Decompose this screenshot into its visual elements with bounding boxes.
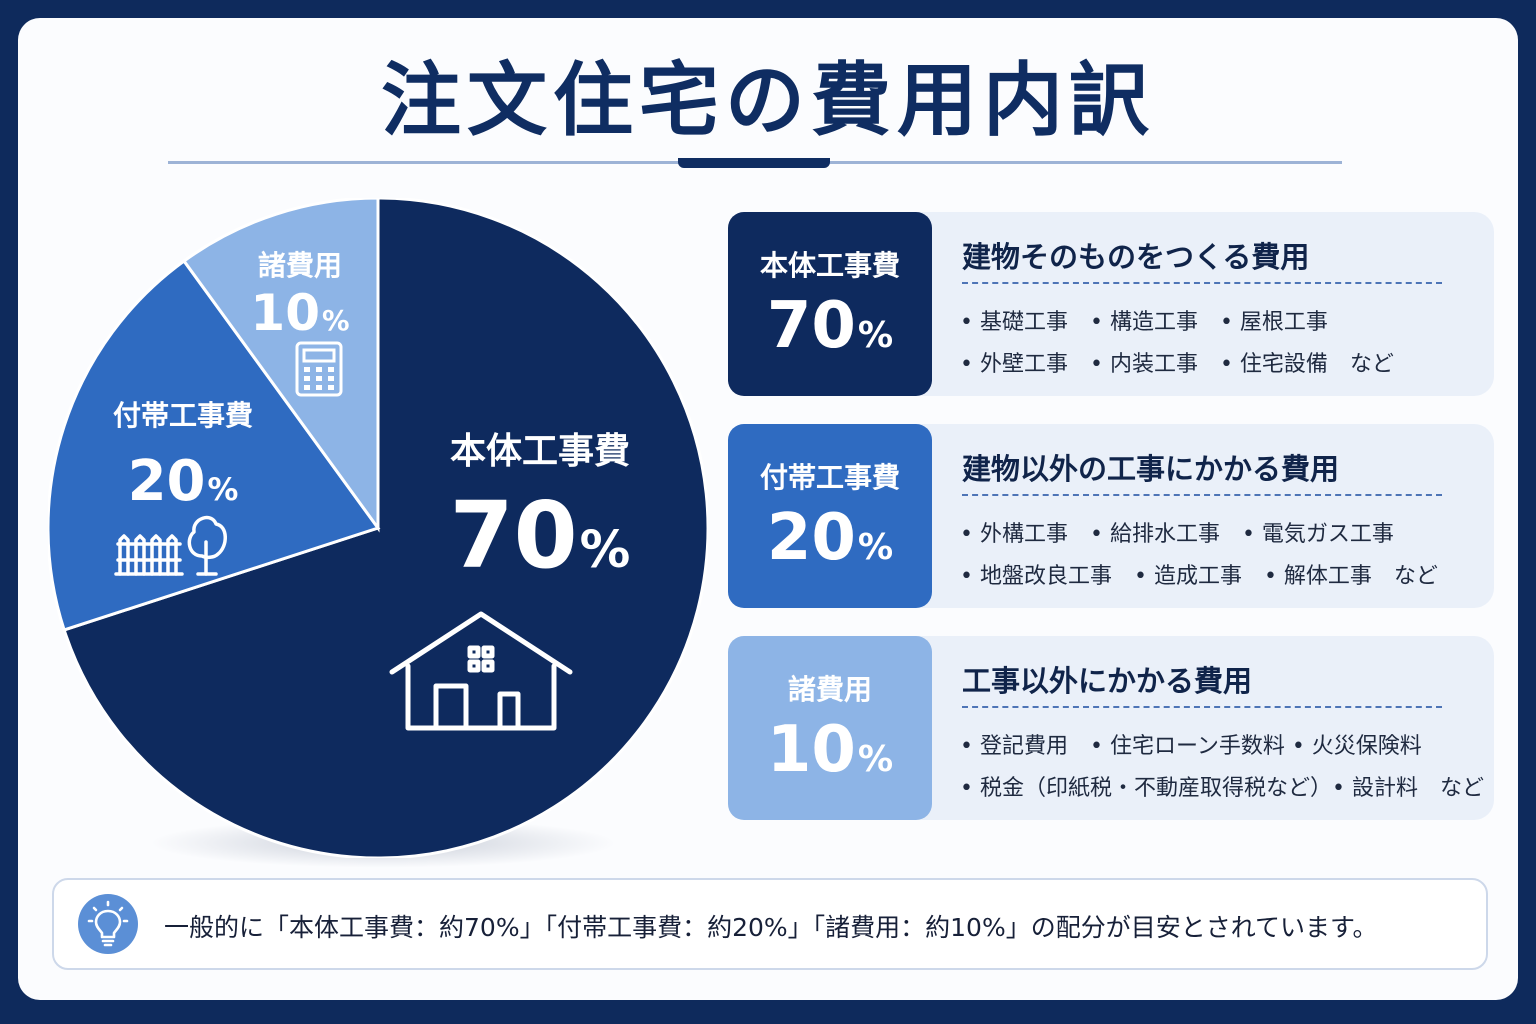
badge-value: 70%: [766, 289, 894, 363]
row-items-line-2: • 外壁工事 • 内装工事 • 住宅設備 など: [960, 352, 1394, 377]
pie-label-sub-name: 付帯工事費: [112, 399, 253, 432]
badge-name: 本体工事費: [759, 249, 900, 282]
summary-text: 一般的に「本体工事費：約70%」「付帯工事費：約20%」「諸費用：約10%」の配…: [164, 913, 1378, 942]
breakdown-row-misc: 諸費用 10% 工事以外にかかる費用 • 登記費用 • 住宅ローン手数料 • 火…: [728, 636, 1494, 820]
row-heading: 工事以外にかかる費用: [962, 664, 1253, 698]
badge-value: 10%: [766, 713, 894, 787]
row-items-line-1: • 外構工事 • 給排水工事 • 電気ガス工事: [960, 522, 1394, 547]
page-title: 注文住宅の費用内訳: [381, 53, 1155, 147]
badge-sub: 付帯工事費 20%: [728, 424, 932, 608]
breakdown-row-main: 本体工事費 70% 建物そのものをつくる費用 • 基礎工事 • 構造工事 • 屋…: [728, 212, 1494, 396]
row-heading: 建物そのものをつくる費用: [962, 240, 1310, 274]
fence-tree-icon: [114, 515, 227, 576]
breakdown-row-sub: 付帯工事費 20% 建物以外の工事にかかる費用 • 外構工事 • 給排水工事 •…: [728, 424, 1494, 608]
badge-name: 付帯工事費: [759, 461, 900, 494]
row-items-line-2: • 地盤改良工事 • 造成工事 • 解体工事 など: [960, 564, 1438, 589]
pie-slice-0: [62, 198, 708, 858]
row-heading: 建物以外の工事にかかる費用: [962, 452, 1340, 486]
title-divider-accent: [678, 158, 830, 168]
pie-label-misc-name: 諸費用: [257, 249, 342, 282]
pie-label-main-value: 70%: [449, 482, 631, 589]
pie-label-sub-value: 20%: [127, 449, 239, 514]
badge-value: 20%: [766, 501, 894, 575]
row-items-line-2: • 税金（印紙税・不動産取得税など）• 設計料 など: [960, 776, 1484, 801]
badge-name: 諸費用: [787, 673, 872, 706]
pie-label-misc-value: 10%: [250, 284, 350, 342]
summary-note: 一般的に「本体工事費：約70%」「付帯工事費：約20%」「諸費用：約10%」の配…: [52, 878, 1488, 970]
badge-misc: 諸費用 10%: [728, 636, 932, 820]
calculator-icon: [295, 341, 343, 397]
pie-label-main-name: 本体工事費: [449, 431, 630, 472]
row-items-line-1: • 登記費用 • 住宅ローン手数料 • 火災保険料: [960, 734, 1422, 759]
row-items-line-1: • 基礎工事 • 構造工事 • 屋根工事: [960, 310, 1328, 335]
row-divider: [962, 706, 1442, 708]
pie-slice-2: [181, 198, 380, 533]
row-divider: [962, 494, 1442, 496]
pie-slice-1: [48, 258, 381, 632]
row-divider: [962, 282, 1442, 284]
house-icon: [389, 611, 573, 731]
infographic-card: 注文住宅の費用内訳 本体工事費 70% 付帯工事費 20%: [18, 18, 1518, 1000]
badge-main: 本体工事費 70%: [728, 212, 932, 396]
lightbulb-icon: [78, 894, 138, 954]
pie-chart: [48, 198, 708, 858]
